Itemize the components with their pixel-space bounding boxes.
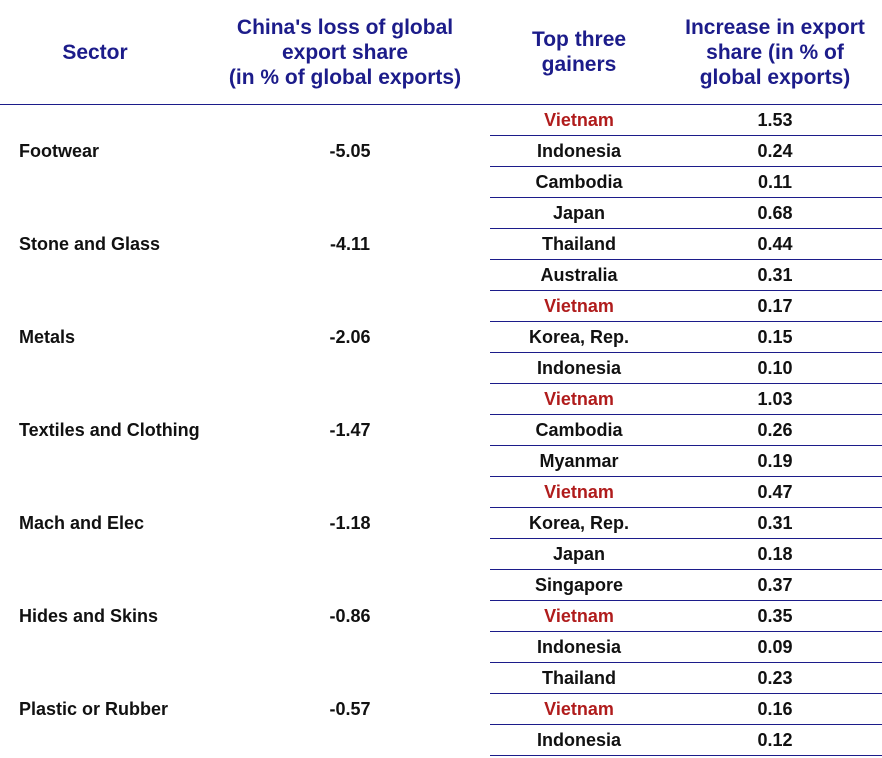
table-row: Cambodia 0.26 — [0, 414, 882, 446]
table-row: Indonesia 0.09 — [0, 631, 882, 663]
gainer-cell: Australia — [490, 259, 668, 291]
loss-cell: -5.05 — [329, 140, 371, 161]
table-row: Indonesia 0.24 — [0, 135, 882, 167]
table-row: Hides and Skins -0.86 Singapore 0.37 — [0, 569, 882, 626]
loss-cell: -1.18 — [329, 512, 371, 533]
increase-cell: 0.18 — [668, 538, 882, 570]
increase-cell: 1.53 — [668, 104, 882, 136]
header-row: Sector China's loss of global export sha… — [0, 0, 882, 105]
table-row: Stone and Glass -4.11 Japan 0.68 — [0, 197, 882, 254]
gainer-cell: Thailand — [490, 662, 668, 694]
increase-column-header: Increase in export share (in % of global… — [668, 0, 882, 105]
table-row: Plastic or Rubber -0.57 Thailand 0.23 — [0, 662, 882, 719]
gainer-cell: Korea, Rep. — [490, 321, 668, 353]
gainer-cell: Vietnam — [490, 693, 668, 725]
table-row: Metals -2.06 Vietnam 0.17 — [0, 290, 882, 347]
gainers-header-line-2: gainers — [541, 53, 617, 76]
increase-cell: 0.31 — [668, 259, 882, 291]
table-row: Japan 0.18 — [0, 538, 882, 570]
gainer-cell: Indonesia — [490, 631, 668, 663]
loss-header-line-3: (in % of global exports) — [228, 65, 462, 89]
sector-cell: Plastic or Rubber — [19, 698, 169, 719]
table-row: Indonesia 0.10 — [0, 352, 882, 384]
table-row: Thailand 0.44 — [0, 228, 882, 260]
increase-cell: 0.15 — [668, 321, 882, 353]
loss-cell: -4.11 — [329, 233, 371, 254]
increase-header-line-1: Increase in export — [685, 15, 865, 39]
table-body: Footwear -5.05 Vietnam 1.53 Indonesia 0.24 Cam… — [0, 104, 882, 756]
increase-header-line-2: share (in % of — [706, 40, 844, 64]
increase-cell: 0.47 — [668, 476, 882, 508]
increase-cell: 0.31 — [668, 507, 882, 539]
gainer-cell: Vietnam — [490, 290, 668, 322]
table-header: Sector China's loss of global export sha… — [0, 0, 882, 105]
loss-column-header: China's loss of global export share (in … — [200, 0, 490, 105]
table-row: Australia 0.31 — [0, 259, 882, 291]
sector-cell: Footwear — [19, 140, 100, 161]
gainer-cell: Myanmar — [490, 445, 668, 477]
gainer-cell: Indonesia — [490, 352, 668, 384]
gainers-header-line-1: Top three — [531, 28, 627, 51]
increase-cell: 0.10 — [668, 352, 882, 384]
sector-cell: Textiles and Clothing — [19, 419, 200, 440]
sector-cell: Metals — [19, 326, 76, 347]
increase-cell: 0.26 — [668, 414, 882, 446]
loss-cell: -2.06 — [329, 326, 371, 347]
increase-cell: 0.23 — [668, 662, 882, 694]
increase-header-line-3: global exports) — [699, 65, 851, 89]
table-row: Korea, Rep. 0.31 — [0, 507, 882, 539]
gainer-cell: Singapore — [490, 569, 668, 601]
increase-cell: 0.09 — [668, 631, 882, 663]
table-row: Indonesia 0.12 — [0, 724, 882, 756]
table-row: Textiles and Clothing -1.47 Vietnam 1.03 — [0, 383, 882, 440]
gainer-cell: Vietnam — [490, 600, 668, 632]
increase-cell: 0.19 — [668, 445, 882, 477]
gainer-cell: Japan — [490, 538, 668, 570]
gainer-cell: Thailand — [490, 228, 668, 260]
table-row: Mach and Elec -1.18 Vietnam 0.47 — [0, 476, 882, 533]
gainer-cell: Vietnam — [490, 383, 668, 415]
gainer-cell: Cambodia — [490, 414, 668, 446]
table-row: Vietnam 0.16 — [0, 693, 882, 725]
sector-cell: Mach and Elec — [19, 512, 145, 533]
increase-cell: 0.68 — [668, 197, 882, 229]
loss-header-line-2: export share — [281, 40, 409, 64]
increase-cell: 0.37 — [668, 569, 882, 601]
increase-cell: 0.16 — [668, 693, 882, 725]
increase-cell: 0.11 — [668, 166, 882, 198]
table-row: Cambodia 0.11 — [0, 166, 882, 198]
increase-cell: 0.12 — [668, 724, 882, 756]
loss-cell: -0.57 — [329, 698, 371, 719]
increase-cell: 0.35 — [668, 600, 882, 632]
gainer-cell: Japan — [490, 197, 668, 229]
sector-column-header: Sector — [0, 0, 200, 105]
increase-cell: 0.24 — [668, 135, 882, 167]
table-row: Footwear -5.05 Vietnam 1.53 — [0, 104, 882, 161]
table-row: Korea, Rep. 0.15 — [0, 321, 882, 353]
increase-cell: 0.17 — [668, 290, 882, 322]
loss-cell: -1.47 — [329, 419, 371, 440]
gainer-cell: Korea, Rep. — [490, 507, 668, 539]
sector-cell: Stone and Glass — [19, 233, 161, 254]
sector-header-text: Sector — [62, 40, 128, 64]
gainer-cell: Indonesia — [490, 724, 668, 756]
table-row: Myanmar 0.19 — [0, 445, 882, 477]
loss-cell: -0.86 — [329, 605, 371, 626]
gainer-cell: Vietnam — [490, 476, 668, 508]
gainer-cell: Indonesia — [490, 135, 668, 167]
gainer-cell: Vietnam — [490, 104, 668, 136]
sector-cell: Hides and Skins — [19, 605, 159, 626]
table-row: Vietnam 0.35 — [0, 600, 882, 632]
loss-header-line-1: China's loss of global — [236, 15, 454, 39]
increase-cell: 0.44 — [668, 228, 882, 260]
increase-cell: 1.03 — [668, 383, 882, 415]
gainer-cell: Cambodia — [490, 166, 668, 198]
gainers-column-header: Top three gainers — [490, 0, 668, 105]
